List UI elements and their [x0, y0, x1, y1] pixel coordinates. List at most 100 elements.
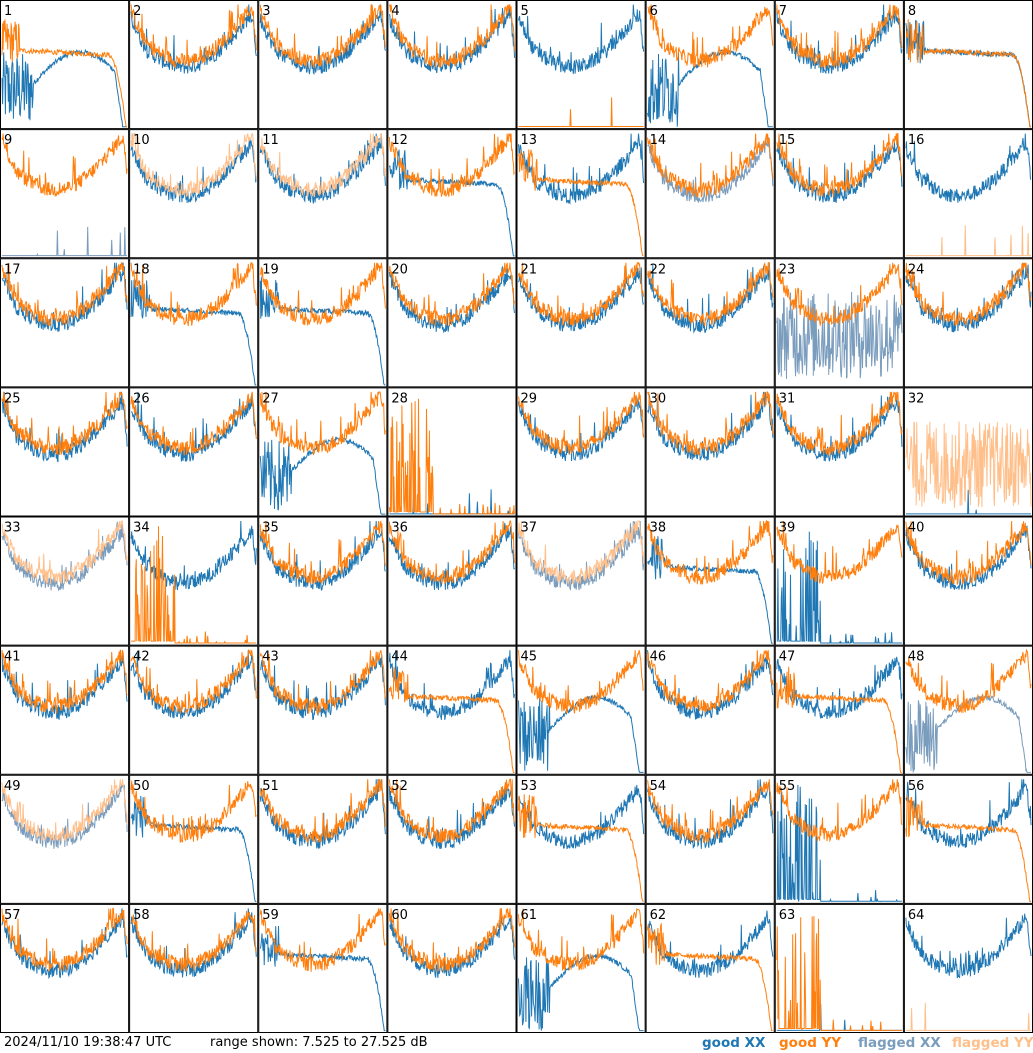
panel-frame: [258, 516, 388, 646]
panel-frame: [387, 645, 517, 775]
panel-frame: [387, 129, 517, 259]
panel-number: 36: [391, 521, 408, 536]
panel-frame: [774, 387, 904, 517]
panel-frame: [645, 774, 775, 904]
panel-32: 32: [903, 387, 1033, 517]
series-xx-line: [518, 4, 645, 74]
series-xx-line: [518, 133, 645, 206]
panel-frame: [387, 258, 517, 388]
panel-50: 50: [129, 774, 259, 904]
panel-55: 55: [774, 774, 904, 904]
series-xx-line: [388, 786, 515, 849]
panel-53: 53: [516, 774, 646, 904]
panel-frame: [0, 387, 130, 517]
panel-frame: [774, 129, 904, 259]
series-yy-line: [776, 916, 902, 1032]
series-xx-line: [647, 779, 774, 849]
series-xx-line: [130, 520, 257, 591]
series-yy-line: [518, 907, 645, 971]
panel-number: 35: [262, 521, 279, 536]
series-yy-line: [1, 133, 128, 197]
panel-31: 31: [774, 387, 904, 517]
series-xx-line: [130, 795, 257, 902]
panel-frame: [645, 903, 775, 1033]
panel-number: 53: [521, 779, 538, 794]
panel-number: 8: [908, 4, 916, 19]
panel-number: 7: [779, 4, 787, 19]
panel-frame: [258, 774, 388, 904]
series-yy-line: [905, 262, 1032, 327]
panel-28: 28: [387, 387, 517, 517]
series-yy-line: [776, 4, 903, 68]
panel-frame: [774, 516, 904, 646]
panel-frame: [258, 258, 388, 388]
panel-48: 48: [903, 645, 1033, 775]
panel-63: 63: [774, 903, 904, 1033]
series-yy-line: [776, 666, 902, 773]
series-xx-line: [1, 908, 128, 980]
panel-41: 41: [0, 645, 130, 775]
panel-frame: [516, 387, 646, 517]
panel-number: 6: [650, 4, 658, 19]
series-xx-line: [905, 133, 1032, 203]
panel-57: 57: [0, 903, 130, 1033]
series-yy-line: [647, 262, 774, 326]
series-yy-line: [259, 4, 386, 69]
panel-frame: [774, 645, 904, 775]
panel-47: 47: [774, 645, 904, 775]
series-yy-line: [905, 421, 1032, 508]
series-yy-line: [259, 262, 386, 326]
series-yy-line: [259, 908, 386, 972]
panel-frame: [258, 903, 388, 1033]
panel-10: 10: [129, 129, 259, 259]
panel-number: 64: [908, 908, 925, 923]
series-xx-line: [905, 489, 1031, 515]
panel-29: 29: [516, 387, 646, 517]
series-xx-line: [905, 525, 1032, 591]
panel-number: 42: [133, 650, 150, 665]
panel-number: 59: [262, 908, 279, 923]
series-yy-line: [776, 133, 903, 197]
panel-number: 54: [650, 779, 667, 794]
series-yy-line: [388, 4, 515, 69]
series-yy-line: [388, 520, 515, 586]
panel-frame: [129, 258, 259, 388]
panel-4: 4: [387, 0, 517, 130]
panel-number: 27: [262, 391, 279, 406]
panel-frame: [516, 645, 646, 775]
series-yy-line: [776, 520, 903, 584]
panel-number: 44: [391, 650, 408, 665]
panel-frame: [0, 774, 130, 904]
panel-frame: [258, 0, 388, 130]
panel-39: 39: [774, 516, 904, 646]
panel-number: 38: [650, 521, 667, 536]
series-yy-line: [518, 97, 644, 127]
panel-3: 3: [258, 0, 388, 130]
panel-frame: [516, 516, 646, 646]
panel-46: 46: [645, 645, 775, 775]
series-yy-line: [130, 4, 257, 69]
panel-49: 49: [0, 774, 130, 904]
panel-number: 31: [779, 391, 796, 406]
panel-61: 61: [516, 903, 646, 1033]
series-xx-line: [905, 779, 1032, 848]
panel-frame: [129, 129, 259, 259]
legend-good-xx: good XX: [702, 1035, 766, 1051]
series-yy-line: [905, 1002, 1031, 1031]
panel-number: 49: [4, 779, 21, 794]
panel-frame: [0, 645, 130, 775]
series-yy-line: [388, 666, 515, 773]
range-text: range shown: 7.525 to 27.525 dB: [210, 1035, 428, 1050]
series-yy-line: [647, 922, 773, 1032]
series-yy-line: [647, 779, 774, 844]
panel-number: 51: [262, 779, 279, 794]
panel-number: 43: [262, 650, 279, 665]
series-yy-line: [1, 391, 128, 456]
panel-35: 35: [258, 516, 388, 646]
panel-51: 51: [258, 774, 388, 904]
panel-number: 12: [391, 133, 408, 148]
panel-frame: [516, 903, 646, 1033]
series-yy-line: [259, 133, 386, 198]
panel-19: 19: [258, 258, 388, 388]
series-yy-line: [905, 648, 1032, 714]
